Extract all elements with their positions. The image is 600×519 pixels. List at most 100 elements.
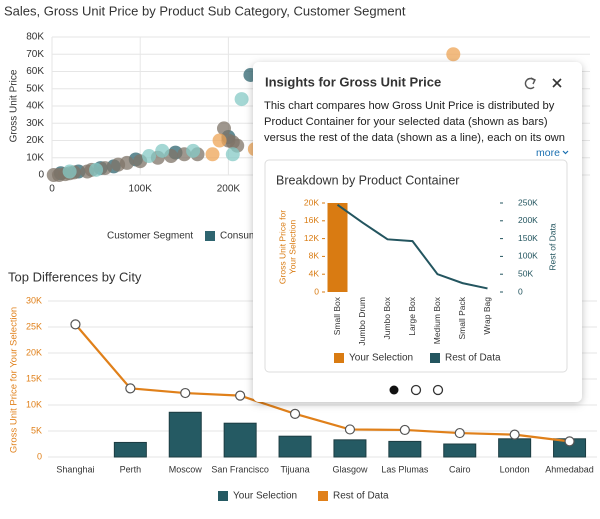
panel-description: This chart compares how Gross Unit Price… bbox=[264, 100, 565, 144]
y-tick-label: 12K bbox=[304, 233, 319, 243]
line-point bbox=[70, 319, 81, 330]
line-point bbox=[344, 424, 356, 435]
insight-card bbox=[264, 159, 568, 373]
x-tick-label: Ahmedabad bbox=[545, 464, 594, 474]
x-tick-label: 100K bbox=[129, 184, 153, 195]
x-tick-label: Tijuana bbox=[280, 464, 309, 474]
bar bbox=[333, 439, 367, 458]
page-dot-active[interactable] bbox=[389, 385, 399, 395]
x-tick-label: Jumbo Drum bbox=[357, 297, 367, 346]
bar bbox=[388, 440, 422, 458]
point bbox=[225, 147, 240, 162]
line-point bbox=[509, 429, 520, 440]
point bbox=[234, 92, 249, 107]
y2-tick-label: 50K bbox=[518, 268, 533, 278]
point bbox=[155, 143, 170, 158]
line-point bbox=[180, 387, 191, 399]
x-tick-label: San Francisco bbox=[211, 464, 269, 474]
x-tick-label: Jumbo Box bbox=[382, 296, 392, 339]
point bbox=[119, 155, 134, 170]
legend-swatch bbox=[334, 353, 344, 363]
more-chevron[interactable] bbox=[562, 150, 569, 155]
x-tick-label: Wrap Bag bbox=[482, 297, 492, 335]
refresh-button[interactable] bbox=[524, 77, 536, 90]
point bbox=[142, 149, 157, 164]
line bbox=[336, 203, 488, 290]
x-tick-label: Las Plumas bbox=[381, 464, 429, 474]
close-button[interactable] bbox=[552, 78, 562, 88]
y2-tick-label: 150K bbox=[518, 233, 538, 243]
more-link[interactable]: more bbox=[536, 147, 560, 159]
chart-title: Top Differences by City bbox=[8, 269, 142, 284]
x-tick-label: Small Box bbox=[332, 296, 342, 335]
y-tick-label: 10K bbox=[26, 152, 44, 163]
x-tick-label: Moscow bbox=[169, 464, 203, 474]
y-tick-label: 60K bbox=[26, 66, 44, 77]
y-tick-label: 25K bbox=[26, 321, 42, 331]
x-tick-label: Perth bbox=[120, 464, 142, 474]
legend-swatch bbox=[430, 353, 440, 363]
point bbox=[62, 164, 77, 179]
y-tick-label: 15K bbox=[26, 373, 42, 383]
y2-tick-label: 100K bbox=[518, 251, 538, 261]
point bbox=[212, 133, 227, 148]
legend-swatch bbox=[205, 231, 215, 241]
legend-swatch bbox=[218, 491, 228, 501]
legend-label: Your Selection bbox=[349, 353, 413, 364]
page-dot[interactable] bbox=[432, 384, 444, 396]
line-point bbox=[454, 427, 465, 439]
y-tick-label: 0 bbox=[37, 451, 42, 461]
y-axis-label: Gross Unit Price for Your Selection bbox=[9, 307, 20, 453]
legend-swatch bbox=[318, 491, 328, 501]
y-tick-label: 50K bbox=[26, 83, 44, 94]
y-tick-label: 0 bbox=[314, 286, 319, 296]
point bbox=[216, 121, 231, 136]
y-tick-label: 4K bbox=[309, 268, 320, 278]
y-tick-label: 20K bbox=[26, 135, 44, 146]
line-point bbox=[289, 408, 301, 419]
legend-label: Rest of Data bbox=[333, 491, 389, 502]
point bbox=[205, 147, 220, 162]
point bbox=[446, 47, 461, 62]
y2-tick-label: 0 bbox=[518, 286, 523, 296]
y-tick-label: 40K bbox=[26, 101, 44, 112]
bar bbox=[498, 438, 532, 458]
x-tick-label: Cairo bbox=[449, 464, 471, 474]
x-tick-label: London bbox=[500, 464, 530, 474]
y2-tick-label: 200K bbox=[518, 215, 538, 225]
x-tick-label: Small Pack bbox=[457, 296, 467, 339]
panel-description-box: This chart compares how Gross Unit Price… bbox=[264, 100, 565, 144]
y-tick-label: 5K bbox=[31, 425, 42, 435]
card-title: Breakdown by Product Container bbox=[276, 173, 459, 187]
legend-label: Consumer bbox=[220, 231, 267, 242]
y-tick-label: 80K bbox=[26, 32, 44, 43]
line-point bbox=[235, 390, 246, 401]
y-tick-label: 0 bbox=[38, 170, 44, 181]
chart-title: Sales, Gross Unit Price by Product Sub C… bbox=[4, 3, 406, 18]
bar bbox=[113, 441, 147, 458]
y2-tick-label: 250K bbox=[518, 197, 538, 207]
legend-label: Rest of Data bbox=[445, 353, 501, 364]
y-axis-label: Gross Unit Price for bbox=[277, 210, 287, 284]
y-axis-label: Gross Unit Price bbox=[9, 69, 20, 142]
y-tick-label: 70K bbox=[26, 49, 44, 60]
y-tick-label: 8K bbox=[309, 251, 320, 261]
bar bbox=[168, 411, 202, 458]
y-tick-label: 30K bbox=[26, 295, 42, 305]
point bbox=[186, 143, 201, 158]
legend-title: Customer Segment bbox=[107, 231, 193, 242]
bar bbox=[443, 443, 477, 458]
y-axis-label: Your Selection bbox=[287, 219, 297, 274]
page-dot[interactable] bbox=[410, 384, 422, 396]
x-tick-label: Large Box bbox=[407, 296, 417, 335]
panel-title: Insights for Gross Unit Price bbox=[265, 74, 441, 89]
x-tick-label: 200K bbox=[217, 184, 241, 195]
x-tick-label: Medium Box bbox=[432, 296, 442, 344]
bar bbox=[278, 435, 312, 458]
y-tick-label: 10K bbox=[26, 399, 42, 409]
y-tick-label: 20K bbox=[304, 197, 319, 207]
bar bbox=[223, 422, 257, 458]
point bbox=[89, 162, 104, 177]
line-point bbox=[564, 436, 575, 447]
insights-panel: Insights for Gross Unit Price This chart… bbox=[253, 62, 582, 402]
